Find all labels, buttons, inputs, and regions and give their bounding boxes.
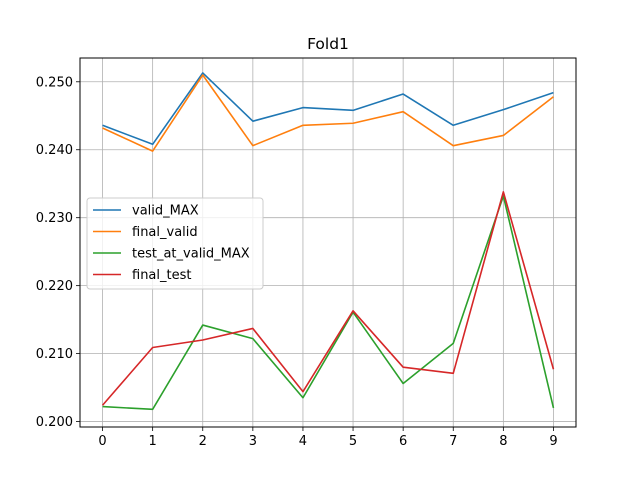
legend: valid_MAX final_valid test_at_valid_MAXfin… [86,197,264,290]
legend-label: test_at_valid_MAX [132,247,250,262]
y-tick-label: 0.200 [36,415,73,430]
series-line-valid-max [102,72,554,146]
x-tick-label: 8 [499,434,507,449]
plot-frame [79,57,577,428]
legend-box [86,197,264,290]
y-tick-label: 0.240 [36,143,73,158]
legend-label: final_test [132,268,191,283]
x-tick-label: 9 [549,434,557,449]
legend-label: valid_MAX [132,204,199,219]
series-line-final-test [101,191,555,406]
series-line-final-valid [102,74,554,152]
grid [80,58,576,427]
x-tick-label: 0 [98,434,106,449]
series-line-test-at-valid-max [102,195,555,411]
series-lines [101,72,555,411]
y-tick-label: 0.210 [36,347,73,362]
x-tick-label: 2 [199,434,207,449]
axis-ticks: 0 1 2 3 4 5 6 7 8 9 0.200 0.210 0.220 0.230 0.240 0.250 [36,75,558,449]
legend-label: final_valid [132,225,198,240]
x-tick-label: 1 [149,434,157,449]
x-tick-label: 4 [299,434,307,449]
x-tick-label: 5 [349,434,357,449]
x-tick-label: 7 [449,434,457,449]
x-tick-label: 6 [399,434,407,449]
y-tick-label: 0.220 [36,279,73,294]
x-tick-label: 3 [249,434,257,449]
y-tick-label: 0.250 [36,75,73,90]
chart-title: Fold1 [307,35,349,53]
y-tick-label: 0.230 [36,211,73,226]
